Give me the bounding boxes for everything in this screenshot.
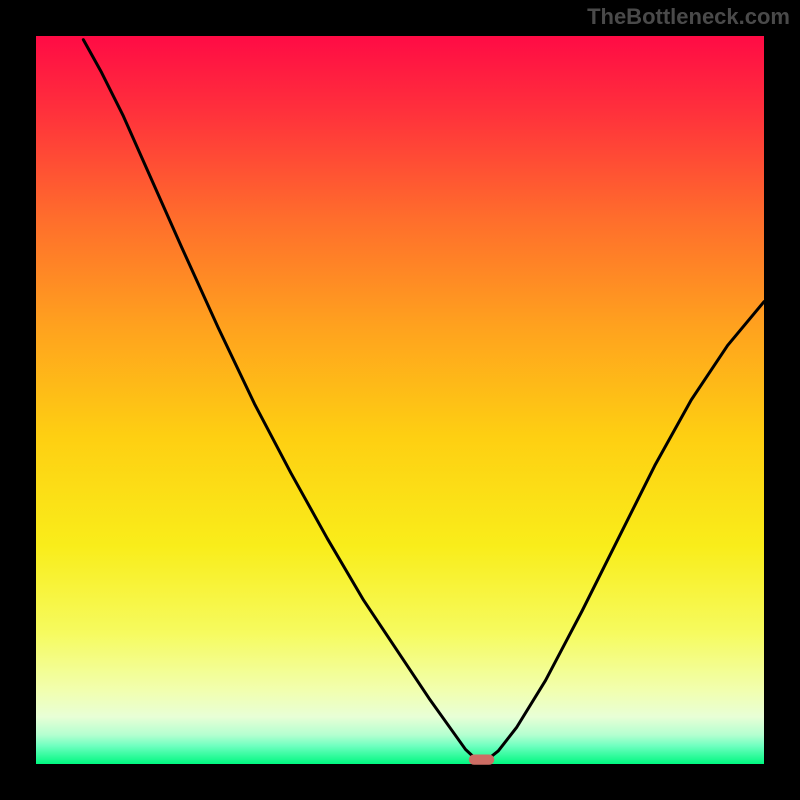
watermark-text: TheBottleneck.com	[587, 4, 790, 30]
bottleneck-chart	[0, 0, 800, 800]
chart-container: TheBottleneck.com	[0, 0, 800, 800]
optimal-marker	[469, 755, 494, 765]
